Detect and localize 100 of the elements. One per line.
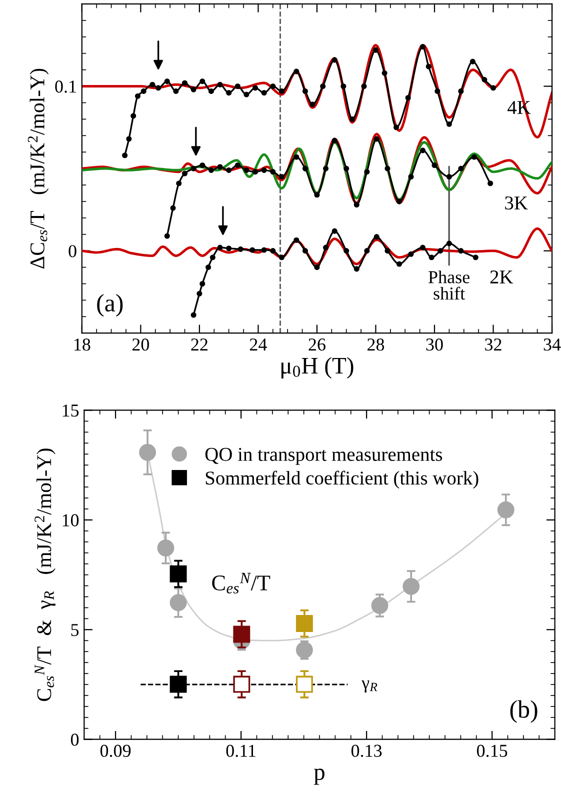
point <box>200 280 206 287</box>
x-tick-label: 0.15 <box>476 744 508 757</box>
point <box>252 169 258 175</box>
point <box>190 312 196 318</box>
point <box>382 70 388 76</box>
point <box>252 85 258 91</box>
point <box>354 266 360 272</box>
x-tick-label: 0.13 <box>351 744 382 757</box>
point <box>420 44 426 50</box>
point <box>208 167 214 173</box>
point <box>190 166 196 172</box>
point <box>270 169 276 175</box>
x-tick-label: 24 <box>250 338 267 350</box>
y-tick-label: 0 <box>68 245 76 258</box>
point <box>323 166 329 172</box>
point <box>446 121 452 127</box>
point <box>384 248 390 254</box>
legend-label: Sommerfeld coefficient (this work) <box>206 470 478 489</box>
series-label: γ$_{R}$ <box>362 680 378 693</box>
point <box>294 237 300 243</box>
point <box>226 246 232 252</box>
x-tick-label: 26 <box>308 338 326 351</box>
point <box>408 174 414 180</box>
point <box>296 676 313 693</box>
point <box>302 88 308 94</box>
point <box>173 88 179 94</box>
point <box>446 240 452 246</box>
point <box>210 254 216 260</box>
point <box>234 83 240 90</box>
point <box>354 202 360 208</box>
point <box>233 626 250 643</box>
x-tick-label: 18 <box>74 338 90 351</box>
point <box>156 85 162 91</box>
point <box>226 167 232 173</box>
point <box>217 164 223 170</box>
point <box>164 233 170 239</box>
point <box>349 116 355 122</box>
legend-label: 3K <box>505 196 528 210</box>
point <box>384 166 390 172</box>
point <box>182 170 188 176</box>
point <box>126 136 132 142</box>
point <box>294 68 300 74</box>
point <box>170 676 187 693</box>
annotation: Phase shift <box>428 270 470 300</box>
point <box>310 102 316 108</box>
legend-label: QO in transport measurements <box>205 448 442 465</box>
point <box>314 192 320 198</box>
point <box>471 154 477 160</box>
point <box>344 248 350 254</box>
y-axis-title: ΔC$_{es}$/T (mJ/K$^{2}$/mol-Y) <box>28 68 49 268</box>
point <box>434 88 440 94</box>
point <box>170 565 187 582</box>
point <box>497 501 514 518</box>
point <box>458 248 464 254</box>
point <box>374 136 380 142</box>
point <box>344 166 350 172</box>
point <box>261 90 267 96</box>
point <box>176 180 182 186</box>
point <box>233 676 250 693</box>
x-axis-title: p <box>314 768 324 785</box>
x-tick-label: 28 <box>367 338 384 351</box>
point <box>170 594 187 612</box>
point <box>446 174 452 180</box>
point <box>371 597 388 614</box>
point <box>488 180 494 186</box>
point <box>238 246 244 252</box>
point <box>261 247 267 253</box>
annotation: (b) <box>510 700 538 723</box>
point <box>472 254 478 260</box>
point <box>278 174 284 180</box>
point <box>278 254 284 260</box>
point <box>296 642 313 659</box>
point <box>134 93 141 99</box>
point <box>372 47 379 53</box>
y-tick-label: 0.1 <box>55 80 76 93</box>
point <box>438 248 444 254</box>
x-tick-label: 34 <box>544 338 561 351</box>
point <box>426 64 432 70</box>
point <box>190 86 196 92</box>
annotation: C$_{es}$$^{N}$/T <box>212 572 270 594</box>
x-axis-title: μ$_{0}$H (T) <box>281 357 354 379</box>
point <box>130 113 136 119</box>
point <box>217 244 223 250</box>
point <box>432 162 438 168</box>
point <box>208 88 214 94</box>
point <box>270 248 276 254</box>
point <box>170 205 176 211</box>
point <box>482 76 488 82</box>
point <box>420 148 426 154</box>
point <box>244 167 250 173</box>
point <box>332 138 338 144</box>
point <box>205 264 212 270</box>
point <box>296 615 313 632</box>
point <box>490 85 496 91</box>
point <box>374 234 380 240</box>
point <box>332 228 338 234</box>
point <box>470 58 476 64</box>
point <box>250 247 256 253</box>
y-tick-label: 10 <box>62 514 79 526</box>
point <box>302 166 308 172</box>
